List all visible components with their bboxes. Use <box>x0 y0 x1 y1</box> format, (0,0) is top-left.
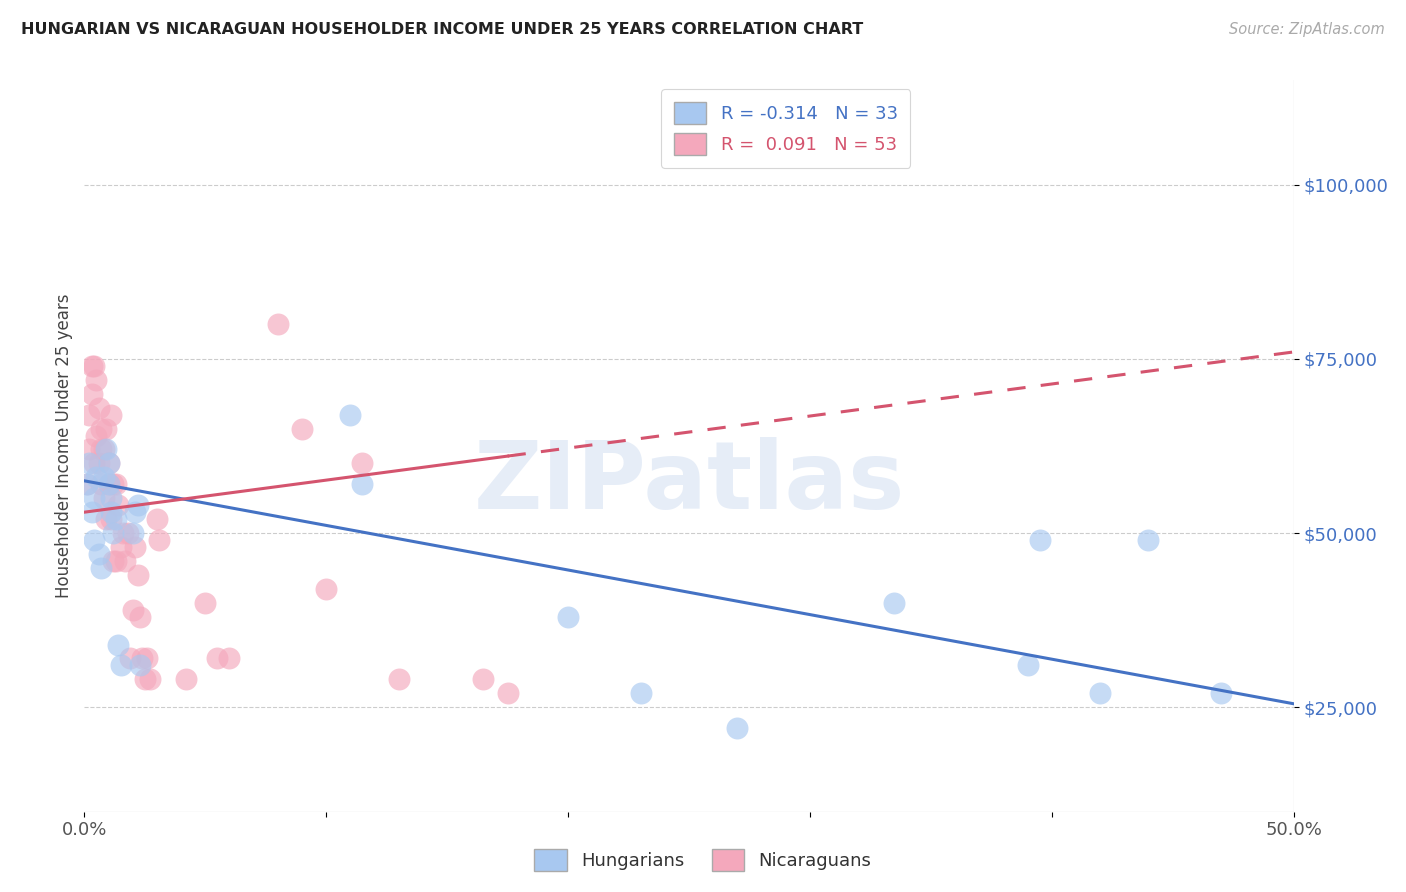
Point <box>388 673 411 687</box>
Point <box>83 457 105 471</box>
Point <box>97 457 120 471</box>
Point <box>496 686 519 700</box>
Point <box>134 673 156 687</box>
Point <box>83 533 105 547</box>
Point <box>104 512 127 526</box>
Point <box>80 505 103 519</box>
Point <box>87 457 110 471</box>
Point <box>104 554 127 568</box>
Point <box>76 477 98 491</box>
Point <box>93 470 115 484</box>
Point <box>80 386 103 401</box>
Point <box>107 638 129 652</box>
Point <box>93 491 115 506</box>
Point <box>121 526 143 541</box>
Point <box>80 359 103 373</box>
Point <box>267 317 290 331</box>
Point <box>194 596 217 610</box>
Point <box>86 470 108 484</box>
Point <box>117 526 139 541</box>
Y-axis label: Householder Income Under 25 years: Householder Income Under 25 years <box>55 293 73 599</box>
Point <box>352 477 374 491</box>
Point <box>315 582 337 596</box>
Legend: Hungarians, Nicaraguans: Hungarians, Nicaraguans <box>527 842 879 879</box>
Point <box>557 609 579 624</box>
Point <box>100 505 122 519</box>
Point <box>100 491 122 506</box>
Point <box>103 526 125 541</box>
Point <box>352 457 374 471</box>
Point <box>1017 658 1039 673</box>
Point <box>127 567 149 582</box>
Point <box>86 428 108 442</box>
Point <box>100 408 122 422</box>
Point <box>97 477 120 491</box>
Point <box>1028 533 1050 547</box>
Point <box>112 526 135 541</box>
Point <box>97 457 120 471</box>
Point <box>93 442 115 457</box>
Text: ZIPatlas: ZIPatlas <box>474 436 904 529</box>
Point <box>110 540 132 554</box>
Point <box>725 721 748 735</box>
Point <box>472 673 495 687</box>
Point <box>94 442 117 457</box>
Point <box>107 498 129 512</box>
Point <box>131 651 153 665</box>
Point <box>90 442 112 457</box>
Point <box>90 421 112 435</box>
Point <box>127 498 149 512</box>
Point <box>630 686 652 700</box>
Point <box>103 554 125 568</box>
Text: HUNGARIAN VS NICARAGUAN HOUSEHOLDER INCOME UNDER 25 YEARS CORRELATION CHART: HUNGARIAN VS NICARAGUAN HOUSEHOLDER INCO… <box>21 22 863 37</box>
Point <box>77 442 100 457</box>
Point <box>90 477 112 491</box>
Point <box>291 421 314 435</box>
Point <box>83 491 105 506</box>
Point <box>94 512 117 526</box>
Point <box>121 603 143 617</box>
Point <box>120 651 142 665</box>
Point <box>138 673 160 687</box>
Point <box>124 505 146 519</box>
Point <box>87 547 110 561</box>
Point <box>129 658 152 673</box>
Point <box>207 651 229 665</box>
Point <box>87 401 110 415</box>
Point <box>148 533 170 547</box>
Point <box>339 408 361 422</box>
Point <box>103 477 125 491</box>
Point <box>77 408 100 422</box>
Point <box>97 477 120 491</box>
Legend: R = -0.314   N = 33, R =  0.091   N = 53: R = -0.314 N = 33, R = 0.091 N = 53 <box>661 89 910 168</box>
Point <box>90 561 112 575</box>
Point <box>104 477 127 491</box>
Point <box>83 359 105 373</box>
Point <box>110 658 132 673</box>
Point <box>100 512 122 526</box>
Point <box>124 540 146 554</box>
Point <box>1088 686 1111 700</box>
Point <box>136 651 159 665</box>
Point <box>76 477 98 491</box>
Point <box>1137 533 1160 547</box>
Point <box>129 609 152 624</box>
Point <box>218 651 240 665</box>
Point <box>86 373 108 387</box>
Text: Source: ZipAtlas.com: Source: ZipAtlas.com <box>1229 22 1385 37</box>
Point <box>114 554 136 568</box>
Point <box>94 421 117 435</box>
Point <box>146 512 169 526</box>
Point <box>1209 686 1232 700</box>
Point <box>174 673 197 687</box>
Point <box>77 457 100 471</box>
Point <box>883 596 905 610</box>
